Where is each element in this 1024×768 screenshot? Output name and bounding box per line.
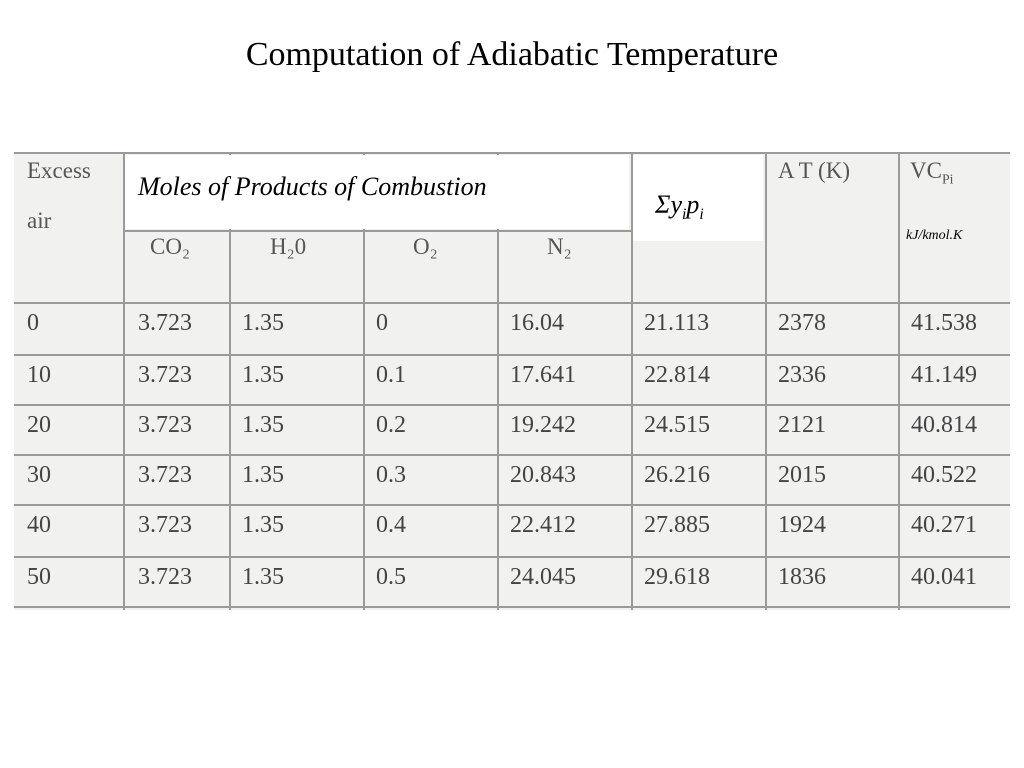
table-cell: 1.35 (242, 310, 284, 336)
slide-title: Computation of Adiabatic Temperature (245, 36, 779, 73)
table-cell: 1.35 (242, 512, 284, 538)
table-cell: 22.412 (510, 512, 576, 538)
table-cell: 41.538 (911, 310, 977, 336)
table-cell: 1924 (778, 512, 826, 538)
header-subscript: Pi (941, 171, 954, 187)
header-cell: VCPi (910, 158, 953, 188)
header-text: p (686, 190, 700, 219)
top-line (14, 152, 1010, 154)
column-line (363, 152, 365, 610)
column-line (898, 152, 900, 610)
header-cell: N₂ (547, 234, 572, 259)
header-cell: A T (K) (778, 158, 850, 183)
table-cell: 2378 (778, 310, 826, 336)
table-cell: 0 (376, 310, 388, 336)
table-cell: 0.4 (376, 512, 406, 538)
table-cell: 0 (27, 310, 39, 336)
header-line (123, 230, 631, 232)
row-line (14, 354, 1010, 356)
table-cell: 22.814 (644, 362, 710, 388)
header-subscript: i (682, 206, 687, 224)
table-cell: 16.04 (510, 310, 564, 336)
header-cell: O₂ (413, 234, 438, 259)
header-cell: CO₂ (150, 234, 190, 259)
column-line (123, 152, 125, 610)
table-cell: 20.843 (510, 462, 576, 488)
row-line (14, 454, 1010, 456)
header-overlay (125, 155, 629, 229)
header-cell: Σyipi (655, 190, 704, 224)
header-text: VC (910, 158, 942, 183)
table-cell: 1836 (778, 564, 826, 590)
table-cell: 29.618 (644, 564, 710, 590)
table-cell: 3.723 (138, 512, 192, 538)
header-cell: air (27, 208, 52, 233)
table-cell: 40.271 (911, 512, 977, 538)
table-cell: 1.35 (242, 462, 284, 488)
table-cell: 24.515 (644, 412, 710, 438)
table-cell: 1.35 (242, 362, 284, 388)
table-cell: 10 (27, 362, 51, 388)
header-text: Σy (655, 190, 682, 219)
table-cell: 40.814 (911, 412, 977, 438)
table-cell: 2336 (778, 362, 826, 388)
header-subscript: i (699, 206, 704, 224)
header-cell: Moles of Products of Combustion (138, 172, 487, 201)
table-cell: 3.723 (138, 564, 192, 590)
table-cell: 24.045 (510, 564, 576, 590)
table-cell: 0.3 (376, 462, 406, 488)
table-cell: 3.723 (138, 310, 192, 336)
header-cell: kJ/kmol.K (906, 228, 963, 243)
table-cell: 3.723 (138, 412, 192, 438)
table-cell: 41.149 (911, 362, 977, 388)
table-cell: 2015 (778, 462, 826, 488)
column-line (765, 152, 767, 610)
table-cell: 3.723 (138, 462, 192, 488)
row-line (14, 556, 1010, 558)
row-line (14, 404, 1010, 406)
table-cell: 40.522 (911, 462, 977, 488)
table-cell: 21.113 (644, 310, 710, 336)
column-line (497, 152, 499, 610)
table-cell: 27.885 (644, 512, 710, 538)
table-cell: 30 (27, 462, 51, 488)
table-cell: 0.1 (376, 362, 406, 388)
table-cell: 1.35 (242, 412, 284, 438)
table-cell: 26.216 (644, 462, 710, 488)
row-line (14, 302, 1010, 304)
table-cell: 20 (27, 412, 51, 438)
row-line (14, 504, 1010, 506)
header-cell: Excess (27, 158, 91, 183)
table-cell: 19.242 (510, 412, 576, 438)
table-cell: 0.5 (376, 564, 406, 590)
column-line (631, 152, 633, 610)
table-cell: 50 (27, 564, 51, 590)
table: Excess air Moles of Products of Combustion… (14, 152, 1010, 610)
table-cell: 2121 (778, 412, 826, 438)
table-cell: 1.35 (242, 564, 284, 590)
table-cell: 0.2 (376, 412, 406, 438)
table-cell: 40 (27, 512, 51, 538)
table-cell: 40.041 (911, 564, 977, 590)
table-cell: 3.723 (138, 362, 192, 388)
header-overlay (633, 155, 763, 241)
header-cell: H₂0 (270, 234, 307, 259)
row-line (14, 606, 1010, 608)
table-cell: 17.641 (510, 362, 576, 388)
column-line (229, 152, 231, 610)
